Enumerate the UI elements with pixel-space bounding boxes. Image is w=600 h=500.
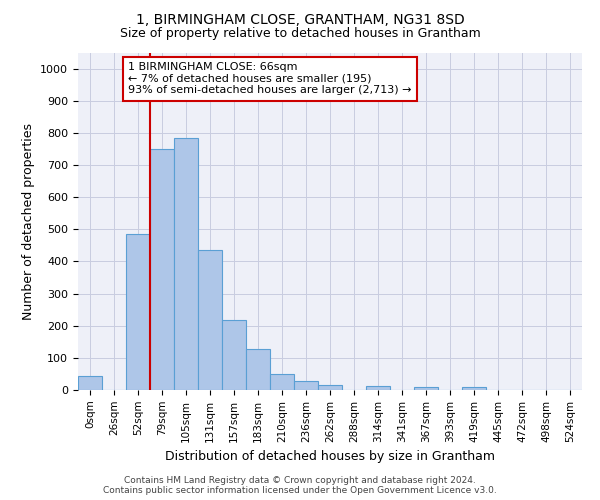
- Bar: [126, 234, 150, 390]
- Bar: [270, 374, 294, 390]
- Bar: [150, 149, 174, 390]
- Bar: [294, 382, 318, 390]
- Bar: [198, 250, 222, 390]
- Bar: [78, 376, 102, 390]
- Bar: [222, 320, 246, 390]
- Text: 1, BIRMINGHAM CLOSE, GRANTHAM, NG31 8SD: 1, BIRMINGHAM CLOSE, GRANTHAM, NG31 8SD: [136, 12, 464, 26]
- Y-axis label: Number of detached properties: Number of detached properties: [22, 122, 35, 320]
- Bar: [462, 387, 486, 390]
- Bar: [414, 388, 438, 390]
- Text: Contains HM Land Registry data © Crown copyright and database right 2024.
Contai: Contains HM Land Registry data © Crown c…: [103, 476, 497, 495]
- Bar: [246, 349, 270, 390]
- Bar: [318, 385, 342, 390]
- Text: 1 BIRMINGHAM CLOSE: 66sqm
← 7% of detached houses are smaller (195)
93% of semi-: 1 BIRMINGHAM CLOSE: 66sqm ← 7% of detach…: [128, 62, 412, 96]
- Bar: [174, 138, 198, 390]
- Text: Size of property relative to detached houses in Grantham: Size of property relative to detached ho…: [119, 28, 481, 40]
- Bar: [366, 386, 390, 390]
- X-axis label: Distribution of detached houses by size in Grantham: Distribution of detached houses by size …: [165, 450, 495, 463]
